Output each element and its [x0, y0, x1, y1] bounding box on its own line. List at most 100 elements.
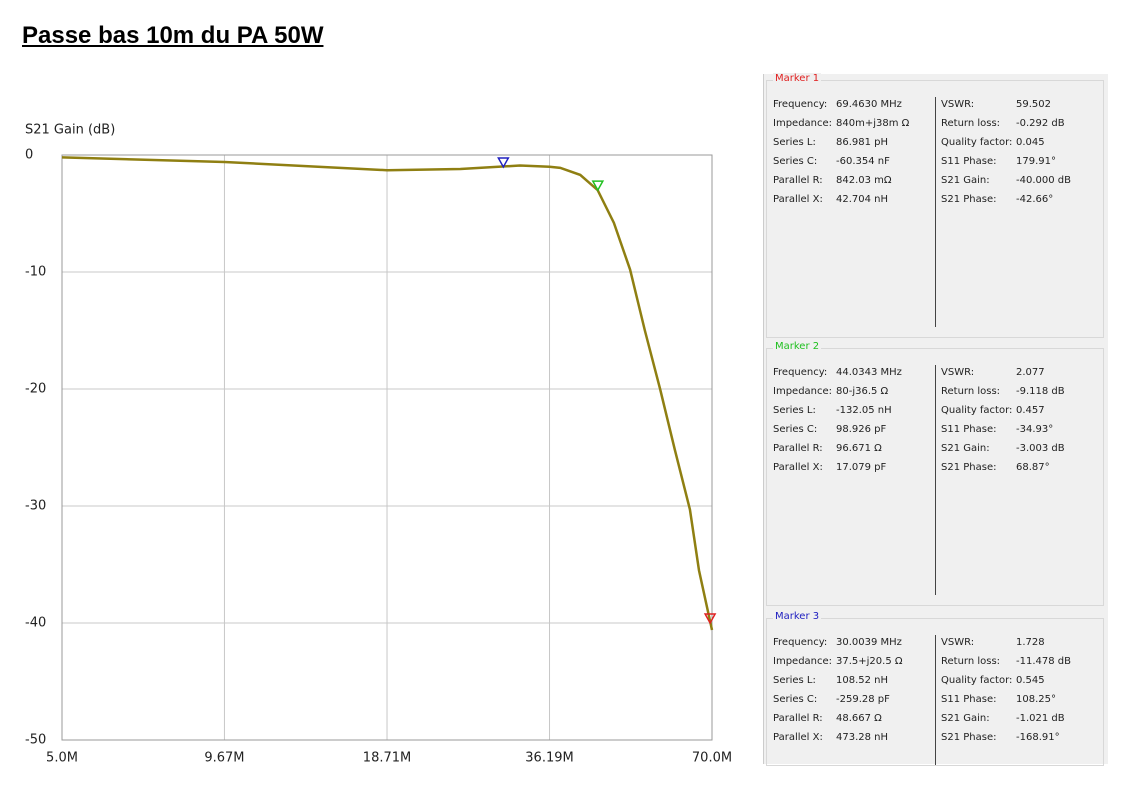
- marker-group: Marker 2 Frequency: 44.0343 MHz Impedance: 8…: [766, 341, 1104, 606]
- divider: [935, 635, 936, 765]
- field-label: Impedance:: [773, 386, 833, 397]
- field-label: Series C:: [773, 156, 818, 167]
- field-label: S11 Phase:: [941, 694, 997, 705]
- y-tick-label: -20: [25, 382, 46, 397]
- heading: Passe bas 10m du PA 50W: [22, 22, 324, 49]
- chart: S21 Gain (dB) 0 -10 -20 -30 -40 -505.0M 9.67M 1…: [25, 123, 732, 766]
- field-label: Impedance:: [773, 118, 833, 129]
- field-label: Return loss:: [941, 656, 1001, 667]
- field-label: S21 Gain:: [941, 175, 990, 186]
- field-value: 42.704 nH: [836, 194, 889, 205]
- marker: [497, 157, 510, 169]
- field-label: Return loss:: [941, 386, 1001, 397]
- field-label: Parallel X:: [773, 194, 823, 205]
- field-label: Series L:: [773, 675, 816, 686]
- field-value: 68.87°: [1016, 462, 1050, 473]
- divider: [935, 97, 936, 327]
- field-value: 98.926 pF: [836, 424, 887, 435]
- field-value: 37.5+j20.5 Ω: [836, 656, 903, 667]
- y-tick-label: -10: [25, 265, 46, 280]
- x-tick-label: 70.0M: [692, 751, 732, 766]
- field-value: -132.05 nH: [836, 405, 892, 416]
- field-value: -0.292 dB: [1016, 118, 1065, 129]
- field-label: Parallel X:: [773, 732, 823, 743]
- field-value: 0.457: [1016, 405, 1045, 416]
- divider: [935, 365, 936, 595]
- field-value: -1.021 dB: [1016, 713, 1065, 724]
- x-tick-label: 5.0M: [46, 751, 78, 766]
- plot-frame: [61, 154, 713, 741]
- field-label: Impedance:: [773, 656, 833, 667]
- field-value: 69.4630 MHz: [836, 99, 902, 110]
- field-label: S21 Gain:: [941, 713, 990, 724]
- field-value: -3.003 dB: [1016, 443, 1065, 454]
- field-value: 108.25°: [1016, 694, 1056, 705]
- field-value: -168.91°: [1016, 732, 1060, 743]
- field-value: 80-j36.5 Ω: [836, 386, 889, 397]
- field-label: S21 Phase:: [941, 194, 997, 205]
- field-label: Series L:: [773, 405, 816, 416]
- field-label: Series C:: [773, 694, 818, 705]
- marker-panel: Marker 1 Frequency: 69.4630 MHz Impedance: 8…: [763, 73, 1108, 766]
- field-label: Parallel R:: [773, 175, 823, 186]
- field-value: 48.667 Ω: [836, 713, 882, 724]
- field-value: 108.52 nH: [836, 675, 889, 686]
- field-label: S11 Phase:: [941, 156, 997, 167]
- field-value: -34.93°: [1016, 424, 1054, 435]
- field-label: Frequency:: [773, 99, 828, 110]
- field-value: 44.0343 MHz: [836, 367, 902, 378]
- field-label: VSWR:: [941, 367, 975, 378]
- field-label: S21 Phase:: [941, 732, 997, 743]
- field-label: Parallel R:: [773, 713, 823, 724]
- field-value: 96.671 Ω: [836, 443, 882, 454]
- field-value: 842.03 mΩ: [836, 175, 892, 186]
- x-tick-label: 9.67M: [204, 751, 244, 766]
- field-value: -9.118 dB: [1016, 386, 1065, 397]
- field-value: -40.000 dB: [1016, 175, 1071, 186]
- field-label: Quality factor:: [941, 675, 1013, 686]
- y-axis-label: S21 Gain (dB): [25, 123, 115, 138]
- field-value: 840m+j38m Ω: [836, 118, 910, 129]
- field-label: VSWR:: [941, 99, 975, 110]
- field-label: S21 Phase:: [941, 462, 997, 473]
- y-tick-label: -30: [25, 499, 46, 514]
- field-value: 0.045: [1016, 137, 1045, 148]
- field-label: S11 Phase:: [941, 424, 997, 435]
- field-value: 179.91°: [1016, 156, 1056, 167]
- marker-group: Marker 3 Frequency: 30.0039 MHz Impedance: 3…: [766, 611, 1104, 766]
- x-tick-label: 18.71M: [363, 751, 411, 766]
- y-tick-label: -50: [25, 733, 46, 748]
- field-label: Parallel X:: [773, 462, 823, 473]
- field-value: 86.981 pH: [836, 137, 889, 148]
- marker-title: Marker 2: [773, 341, 822, 352]
- field-value: 1.728: [1016, 637, 1045, 648]
- field-label: Series C:: [773, 424, 818, 435]
- field-label: Return loss:: [941, 118, 1001, 129]
- marker-group: Marker 1 Frequency: 69.4630 MHz Impedance: 8…: [766, 73, 1104, 338]
- field-value: 473.28 nH: [836, 732, 889, 743]
- field-label: Frequency:: [773, 637, 828, 648]
- marker: [703, 613, 717, 625]
- field-value: 59.502: [1016, 99, 1051, 110]
- field-value: 30.0039 MHz: [836, 637, 902, 648]
- field-label: Quality factor:: [941, 405, 1013, 416]
- field-value: -259.28 pF: [836, 694, 890, 705]
- field-value: -11.478 dB: [1016, 656, 1071, 667]
- x-tick-label: 36.19M: [525, 751, 573, 766]
- field-label: Parallel R:: [773, 443, 823, 454]
- field-value: 0.545: [1016, 675, 1045, 686]
- marker: [591, 180, 605, 192]
- field-label: Quality factor:: [941, 137, 1013, 148]
- field-label: Series L:: [773, 137, 816, 148]
- field-label: S21 Gain:: [941, 443, 990, 454]
- field-value: -42.66°: [1016, 194, 1054, 205]
- field-value: -60.354 nF: [836, 156, 890, 167]
- y-tick-label: 0: [25, 148, 33, 163]
- field-label: Frequency:: [773, 367, 828, 378]
- field-value: 17.079 pF: [836, 462, 887, 473]
- field-label: VSWR:: [941, 637, 975, 648]
- marker-title: Marker 3: [773, 611, 822, 622]
- field-value: 2.077: [1016, 367, 1045, 378]
- marker-title: Marker 1: [773, 73, 822, 84]
